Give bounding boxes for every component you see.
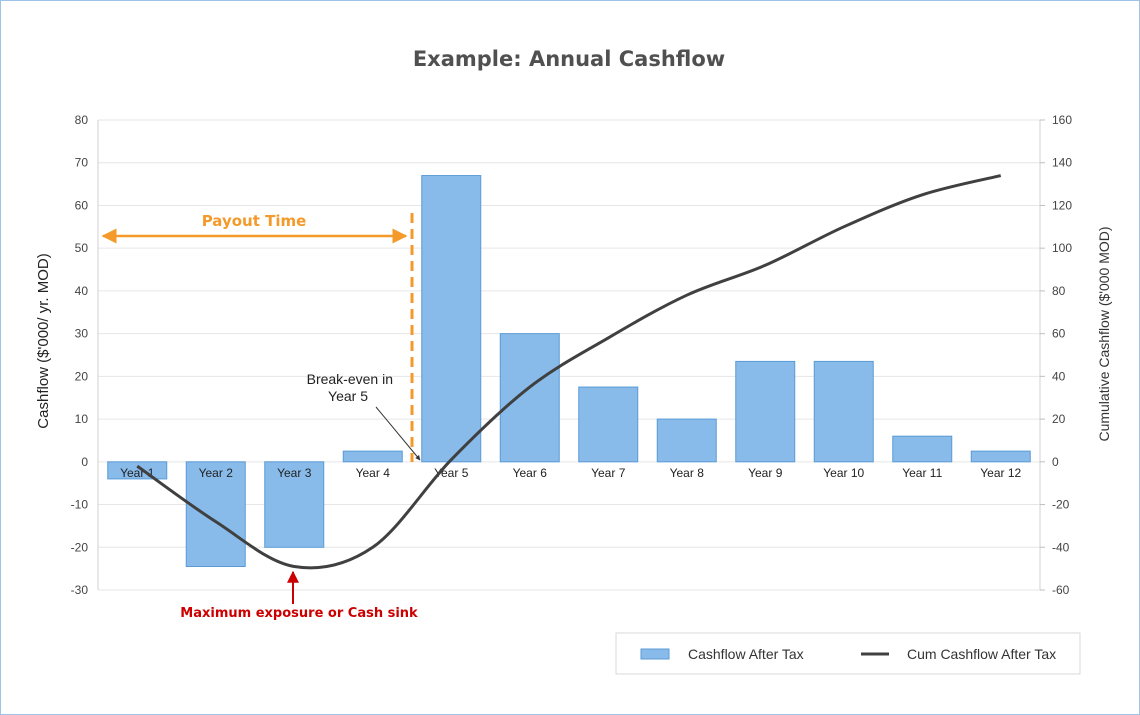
bar (813, 360, 874, 463)
y-tick-label: 80 (75, 113, 89, 127)
bar (892, 435, 953, 463)
payout-label: Payout Time (202, 212, 307, 230)
bar (735, 360, 796, 463)
bar (499, 333, 560, 463)
x-tick-label: Year 9 (748, 466, 783, 480)
y-tick-label: 0 (81, 455, 88, 469)
bar (578, 386, 639, 463)
y-tick-label: 60 (75, 198, 89, 212)
left-axis-ticks: 80 70 60 50 40 30 20 10 0 -10 -20 -30 (71, 113, 89, 597)
breakeven-pointer (375, 406, 421, 461)
y2-tick-label: -60 (1052, 583, 1070, 597)
y2-tick-label: -20 (1052, 498, 1070, 512)
x-tick-label: Year 8 (670, 466, 705, 480)
category-labels: Year 1 Year 2 Year 3 Year 4 Year 5 Year 6 Year… (120, 466, 1021, 480)
bar-series (107, 175, 1031, 567)
bar (421, 175, 482, 463)
y2-tick-label: 120 (1052, 198, 1072, 212)
bar (656, 418, 717, 463)
bar (264, 461, 325, 548)
legend-box (615, 632, 1081, 675)
bar (185, 461, 246, 567)
bar (107, 461, 168, 480)
sink-label: Maximum exposure or Cash sink (180, 606, 418, 621)
y-tick-label: 30 (75, 327, 89, 341)
y2-tick-label: 40 (1052, 369, 1066, 383)
right-axis-ticks: 160 140 120 100 80 60 40 20 0 -20 -40 -60 (1040, 113, 1072, 597)
x-tick-label: Year 6 (513, 466, 548, 480)
gridlines (97, 119, 1041, 591)
breakeven-label-line2: Year 5 (328, 388, 368, 404)
x-tick-label: Year 10 (823, 466, 864, 480)
left-axis-title: Cashflow ($'000/ yr. MOD) (35, 253, 52, 428)
y2-tick-label: 160 (1052, 113, 1072, 127)
y-tick-label: -20 (71, 540, 89, 554)
y2-tick-label: 20 (1052, 412, 1066, 426)
right-axis-title: Cumulative Cashflow ($'000 MOD) (1096, 226, 1112, 441)
x-tick-label: Year 2 (199, 466, 234, 480)
y-tick-label: 20 (75, 369, 89, 383)
legend: Cashflow After Tax Cum Cashflow After Ta… (615, 632, 1081, 675)
breakeven-label-line1: Break-even in (307, 371, 393, 387)
bar (970, 450, 1031, 463)
legend-label-line: Cum Cashflow After Tax (907, 646, 1056, 662)
y-tick-label: 70 (75, 156, 89, 170)
bar (342, 450, 403, 463)
y-tick-label: 40 (75, 284, 89, 298)
y-tick-label: -30 (71, 583, 89, 597)
cum-cashflow-line (136, 174, 1002, 570)
y2-tick-label: 80 (1052, 284, 1066, 298)
x-tick-label: Year 3 (277, 466, 312, 480)
y-tick-label: -10 (71, 498, 89, 512)
line-series (136, 174, 1002, 570)
x-tick-label: Year 12 (980, 466, 1021, 480)
legend-label-bar: Cashflow After Tax (688, 646, 804, 662)
legend-swatch-bar (640, 648, 670, 660)
chart-title: Example: Annual Cashflow (413, 47, 725, 71)
y2-tick-label: 60 (1052, 327, 1066, 341)
x-tick-label: Year 4 (356, 466, 391, 480)
y2-tick-label: -40 (1052, 540, 1070, 554)
x-tick-label: Year 1 (120, 466, 155, 480)
x-tick-label: Year 11 (902, 466, 942, 480)
y-tick-label: 50 (75, 241, 89, 255)
y-tick-label: 10 (75, 412, 89, 426)
y2-tick-label: 100 (1052, 241, 1072, 255)
y2-tick-label: 140 (1052, 156, 1072, 170)
x-tick-label: Year 7 (591, 466, 626, 480)
y2-tick-label: 0 (1052, 455, 1059, 469)
